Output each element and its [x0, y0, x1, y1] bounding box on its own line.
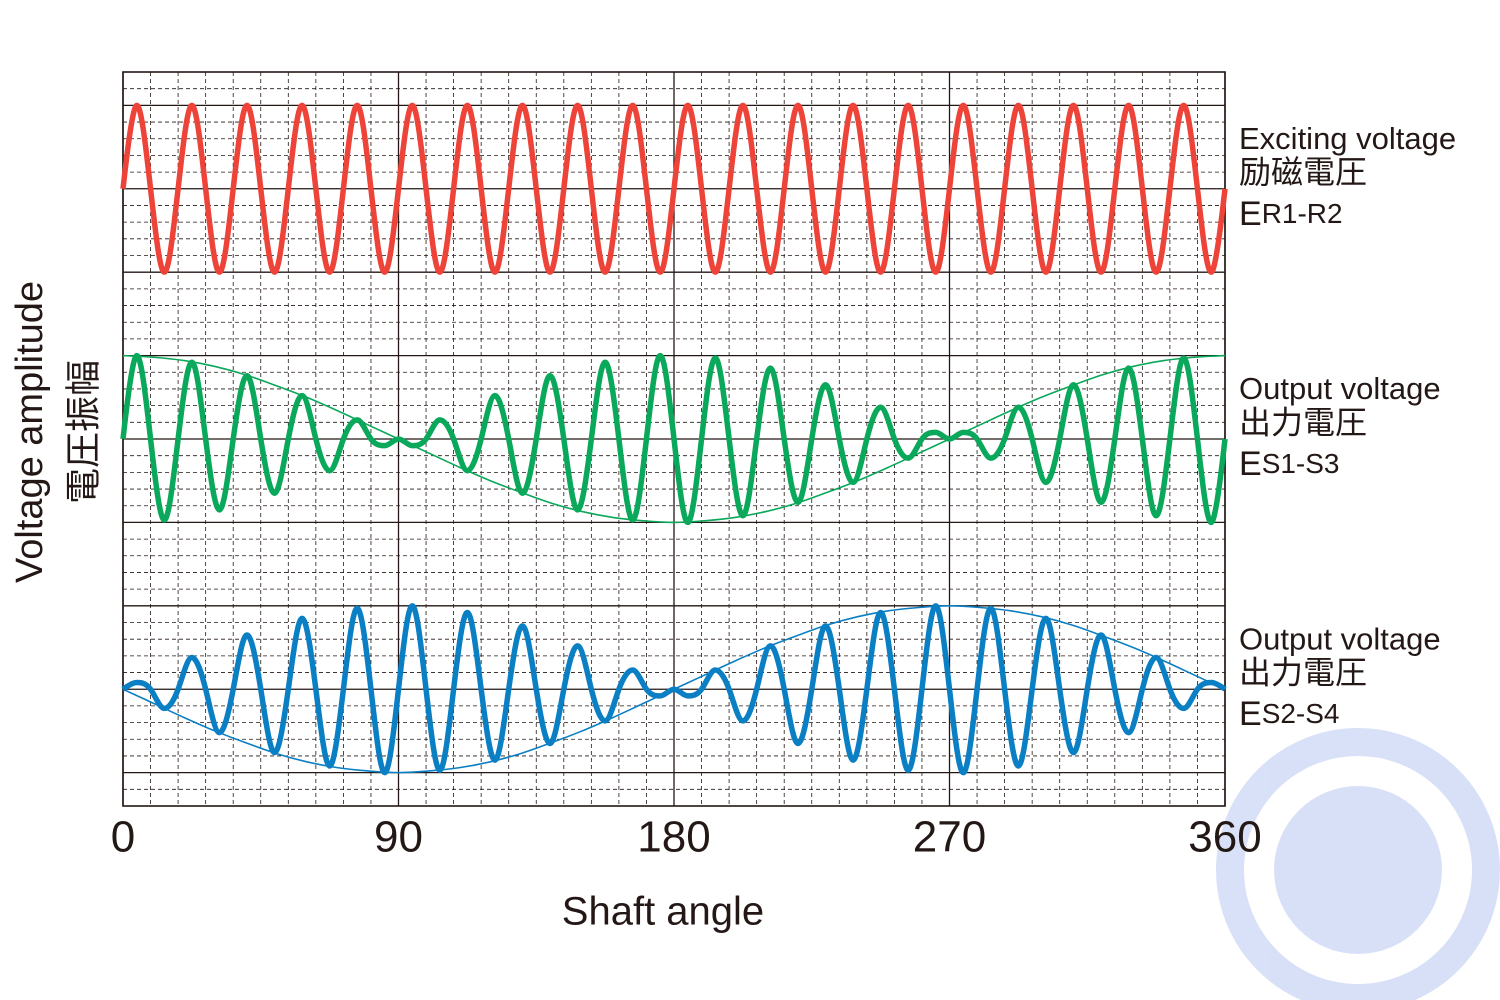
subscript: S1-S3 [1262, 448, 1340, 479]
series-name-jp: 励磁電圧 [1239, 154, 1367, 190]
watermark [1216, 728, 1500, 1000]
series-symbol: ER1-R2 [1239, 195, 1343, 233]
subscript: S2-S4 [1262, 699, 1340, 730]
series-name-jp: 出力電圧 [1239, 404, 1367, 440]
series-name-jp: 出力電圧 [1239, 655, 1367, 691]
x-tick-label: 360 [1188, 813, 1261, 862]
series-name: Output voltage [1239, 371, 1441, 406]
symbol: E [1239, 695, 1262, 733]
series-symbol: ES1-S3 [1239, 445, 1340, 483]
symbol: E [1239, 445, 1262, 483]
waveform-line [121, 603, 1227, 776]
y-axis-title-jp: 電圧振幅 [63, 360, 104, 504]
y-axis-title: Voltage amplitude [9, 281, 51, 583]
x-tick-label: 90 [374, 813, 423, 862]
series-name: Exciting voltage [1239, 121, 1456, 156]
x-tick-label: 270 [913, 813, 986, 862]
series-name: Output voltage [1239, 621, 1441, 656]
waveform-line [120, 102, 1228, 275]
waveform-line [120, 352, 1228, 526]
x-tick-label: 0 [111, 813, 135, 862]
x-axis-title: Shaft angle [562, 890, 764, 934]
subscript: R1-R2 [1262, 198, 1343, 229]
x-tick-label: 180 [637, 813, 710, 862]
symbol: E [1239, 195, 1262, 233]
series-symbol: ES2-S4 [1239, 695, 1340, 733]
